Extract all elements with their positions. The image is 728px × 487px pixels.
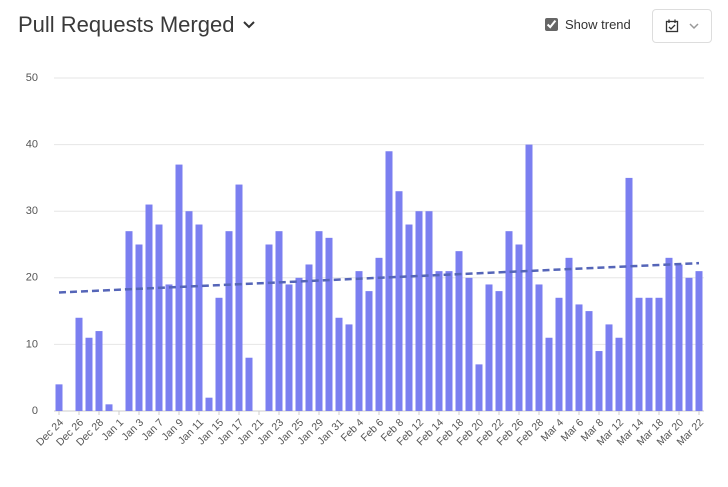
bar: [295, 277, 303, 411]
bar: [515, 244, 523, 411]
bar: [135, 244, 143, 411]
trend-toggle[interactable]: Show trend: [545, 17, 631, 32]
bar: [655, 297, 663, 411]
bar: [545, 337, 553, 411]
bar: [475, 364, 483, 411]
bar: [525, 144, 533, 411]
bar: [325, 237, 333, 411]
bar: [245, 357, 253, 411]
bar: [445, 271, 453, 411]
bar: [405, 224, 413, 411]
bar: [685, 277, 693, 411]
bar: [225, 231, 233, 411]
x-tick-label: Jan 1: [99, 416, 126, 443]
bar: [425, 211, 433, 411]
bar: [145, 204, 153, 411]
bar: [395, 191, 403, 411]
bar: [565, 257, 573, 411]
x-tick-label: Jan 3: [119, 416, 146, 443]
bar: [355, 271, 363, 411]
bar: [85, 337, 93, 411]
calendar-button[interactable]: [652, 9, 712, 43]
bar: [505, 231, 513, 411]
bar: [125, 231, 133, 411]
bar: [345, 324, 353, 411]
bar: [585, 311, 593, 411]
title-dropdown[interactable]: Pull Requests Merged: [18, 12, 256, 38]
x-tick-label: Jan 7: [139, 416, 166, 443]
bar: [205, 397, 213, 411]
y-tick-label: 30: [26, 205, 38, 217]
bar: [175, 164, 183, 411]
bar: [485, 284, 493, 411]
bar: [575, 304, 583, 411]
bar: [155, 224, 163, 411]
chevron: [689, 22, 699, 29]
bar: [185, 211, 193, 411]
bar: [105, 404, 113, 411]
bar: [335, 317, 343, 411]
chart-title: Pull Requests Merged: [18, 12, 235, 37]
bar: [605, 324, 613, 411]
bar: [75, 317, 83, 411]
chevron: [243, 21, 256, 29]
bar: [645, 297, 653, 411]
checkbox[interactable]: [545, 18, 558, 31]
bar: [695, 271, 703, 411]
bar: [675, 264, 683, 411]
bar: [285, 284, 293, 411]
bar: [265, 244, 273, 411]
bar: [615, 337, 623, 411]
bar: [215, 297, 223, 411]
y-tick-label: 40: [26, 139, 38, 151]
bar: [365, 291, 373, 411]
trend-label: Show trend: [565, 17, 631, 32]
bar: [465, 277, 473, 411]
bar: [165, 284, 173, 411]
y-tick-label: 20: [26, 272, 38, 284]
bar: [385, 151, 393, 411]
bar: [495, 291, 503, 411]
bar: [315, 231, 323, 411]
bar: [235, 184, 243, 411]
bar: [275, 231, 283, 411]
bar: [305, 264, 313, 411]
bar: [535, 284, 543, 411]
bar: [665, 257, 673, 411]
y-tick-label: 10: [26, 338, 38, 350]
bar: [55, 384, 63, 411]
y-tick-label: 50: [26, 72, 38, 84]
bar: [625, 177, 633, 411]
bar: [95, 331, 103, 411]
calendar-icon: [665, 19, 679, 33]
bar: [455, 251, 463, 411]
bar: [435, 271, 443, 411]
bar: [375, 257, 383, 411]
bar: [595, 351, 603, 411]
y-tick-label: 0: [32, 405, 38, 417]
trend-line: [58, 261, 700, 294]
bar: [555, 297, 563, 411]
bar: [415, 211, 423, 411]
bar: [635, 297, 643, 411]
bar: [195, 224, 203, 411]
